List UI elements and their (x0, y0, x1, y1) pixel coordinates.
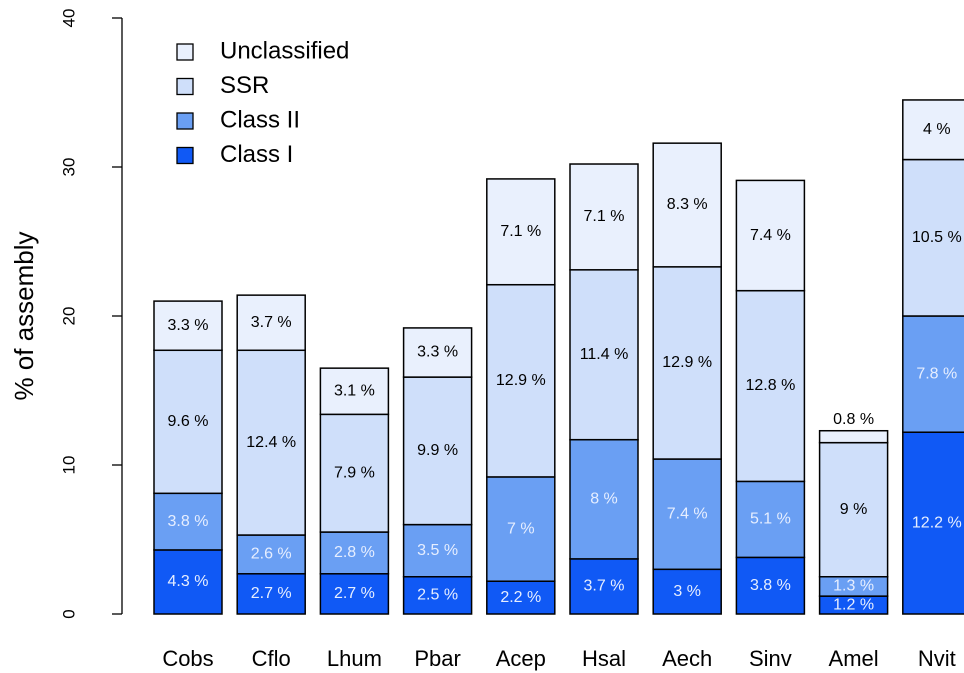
value-label: 7.1 % (500, 223, 541, 240)
bar-segment (319, 413, 390, 533)
value-label: 2.6 % (251, 546, 292, 563)
value-label: 1.2 % (833, 596, 874, 613)
value-label: 3.7 % (584, 578, 625, 595)
bar-segment (402, 376, 473, 526)
value-label: 5.1 % (750, 511, 791, 528)
x-tick-label: Lhum (327, 646, 382, 671)
value-label: 11.4 % (580, 346, 629, 363)
bar-segment (818, 441, 889, 578)
y-tick-label: 20 (59, 307, 78, 326)
value-label: 2.7 % (251, 585, 292, 602)
value-label: 3.8 % (168, 513, 209, 530)
value-label: 12.8 % (745, 377, 795, 394)
bar-segment (569, 438, 639, 560)
legend-swatch (176, 43, 194, 61)
value-label: 2.7 % (334, 585, 375, 602)
bar-segment (402, 576, 473, 615)
bar-segment (236, 534, 306, 575)
legend-label: Class II (220, 106, 300, 133)
x-tick-label: Aech (662, 646, 712, 671)
value-label: 3 % (673, 583, 701, 600)
value-label: 12.9 % (496, 372, 546, 389)
bar-segment (569, 163, 639, 271)
y-tick-label: 0 (59, 609, 78, 618)
legend-swatch (176, 77, 194, 96)
bar-segment (652, 458, 722, 571)
x-tick-label: Cobs (162, 646, 213, 671)
value-label: 7.9 % (334, 464, 375, 481)
value-label: 10.5 % (912, 229, 962, 246)
bar-segment (735, 480, 806, 559)
value-label: 3.3 % (417, 344, 458, 361)
value-label: 4 % (923, 121, 951, 138)
y-tick-label: 40 (59, 9, 78, 28)
bar-segment (735, 289, 806, 483)
bar-segment (486, 178, 556, 286)
bar-segment (319, 531, 390, 575)
bar-segment (153, 349, 223, 495)
value-label: 7.8 % (916, 365, 957, 382)
x-tick-label: Acep (496, 646, 546, 671)
value-label: 0.8 % (833, 411, 874, 428)
bar-segment (902, 315, 964, 433)
bar-segment (902, 99, 964, 161)
value-label: 9.9 % (417, 442, 458, 459)
legend-label: SSR (220, 72, 269, 99)
bar-segment (236, 294, 306, 352)
legend-swatch (176, 112, 194, 130)
value-label: 8.3 % (667, 196, 708, 213)
value-label: 12.9 % (662, 354, 712, 371)
bar-segment (402, 327, 473, 378)
bar-segment (319, 367, 390, 416)
bar-segment (402, 523, 473, 578)
value-label: 1.3 % (833, 578, 874, 595)
x-tick-label: Cflo (252, 646, 291, 671)
value-label: 3.8 % (750, 577, 791, 594)
value-label: 3.5 % (417, 542, 458, 559)
legend-label: Unclassified (220, 37, 349, 64)
x-tick-label: Amel (829, 646, 879, 671)
legend-swatch (176, 146, 194, 165)
value-label: 4.3 % (168, 573, 209, 590)
y-tick-label: 10 (59, 456, 78, 475)
y-tick-label: 30 (59, 158, 78, 177)
value-label: 8 % (590, 490, 618, 507)
legend-label: Class I (220, 141, 293, 168)
bar-segment (153, 300, 223, 352)
bar-segment (153, 492, 223, 551)
bar-segment (652, 568, 722, 615)
bar-segment (818, 429, 889, 444)
value-label: 3.3 % (168, 317, 209, 334)
value-label: 3.7 % (251, 314, 292, 331)
value-label: 12.4 % (246, 434, 296, 451)
bar-segment (236, 573, 306, 615)
value-label: 12.2 % (912, 514, 962, 531)
value-label: 7.1 % (584, 208, 625, 225)
value-label: 2.5 % (417, 587, 458, 604)
bar-segment (486, 283, 556, 478)
bar-segment (902, 158, 964, 317)
value-label: 2.8 % (334, 544, 375, 561)
x-tick-label: Hsal (582, 646, 626, 671)
value-label: 3.1 % (334, 382, 375, 399)
bar-segment (735, 179, 806, 292)
bar-segment (236, 349, 306, 536)
x-tick-label: Nvit (918, 646, 956, 671)
value-label: 7.4 % (750, 227, 791, 244)
value-label: 7.4 % (667, 505, 708, 522)
bar-segment (735, 556, 806, 615)
x-tick-label: Pbar (414, 646, 460, 671)
bar-segment (569, 269, 639, 441)
bar-segment (569, 558, 639, 615)
value-label: 7 % (507, 520, 535, 537)
bar-segment (652, 142, 722, 268)
value-label: 2.2 % (500, 589, 541, 606)
value-label: 9.6 % (168, 413, 209, 430)
y-axis-label: % of assembly (9, 231, 39, 400)
value-label: 9 % (840, 501, 868, 518)
bar-segment (153, 549, 223, 615)
x-tick-label: Sinv (749, 646, 792, 671)
